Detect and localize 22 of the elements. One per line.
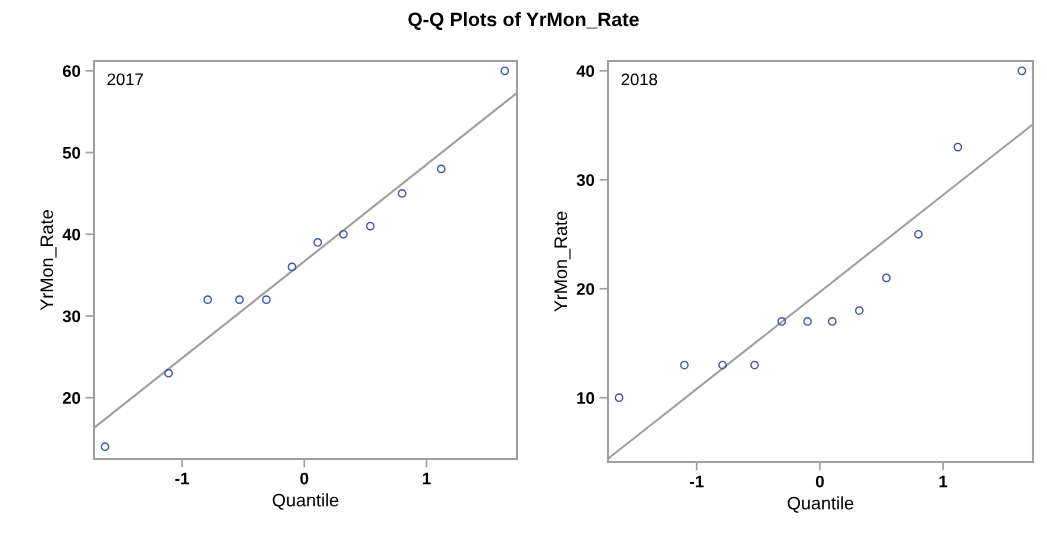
y-tick-label: 20 [576, 283, 595, 295]
y-tick-label: 40 [576, 65, 595, 78]
annotation: 2017 [107, 73, 143, 86]
y-tick-label: 20 [62, 392, 81, 404]
y-axis-title: YrMon_Rate [40, 210, 57, 311]
x-tick-label: 0 [815, 475, 824, 488]
x-tick-label: 1 [939, 475, 948, 488]
x-axis-title: Quantile [272, 493, 339, 510]
x-tick-label: -1 [175, 472, 189, 485]
annotation: 2018 [621, 73, 658, 86]
x-tick-label: 1 [422, 472, 431, 485]
y-tick-label: 40 [62, 228, 81, 241]
y-tick-label: 50 [62, 146, 81, 159]
y-axis-title: YrMon_Rate [554, 211, 571, 312]
x-tick-label: 0 [300, 472, 309, 485]
y-tick-label: 60 [62, 65, 81, 78]
chart-title: Q-Q Plots of YrMon_Rate [408, 12, 639, 30]
y-tick-label: 30 [576, 174, 595, 186]
y-tick-label: 10 [577, 392, 595, 404]
x-axis-title: Quantile [787, 496, 854, 513]
x-tick-label: -1 [689, 475, 704, 488]
y-tick-label: 30 [62, 310, 81, 323]
